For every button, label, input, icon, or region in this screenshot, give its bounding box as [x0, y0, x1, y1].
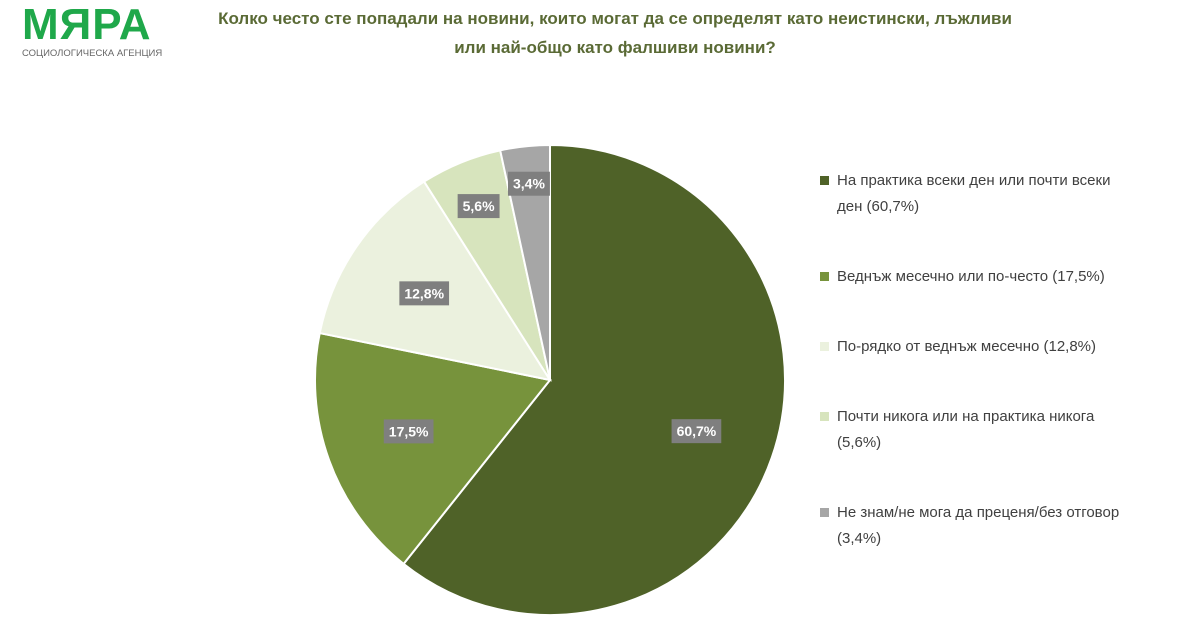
pie-slice [318, 180, 553, 382]
pie-slice [498, 143, 551, 381]
legend-swatch [820, 508, 829, 517]
legend: На практика всеки ден или почти всеки де… [820, 168, 1120, 596]
legend-label: Почти никога или на практика никога (5,6… [837, 408, 1095, 451]
logo: МЯРА СОЦИОЛОГИЧЕСКА АГЕНЦИЯ [22, 2, 182, 60]
legend-item: Не знам/не мога да преценя/без отговор (… [820, 500, 1120, 552]
data-label-box [399, 281, 450, 306]
data-label: 5,6% [457, 194, 500, 219]
legend-label: На практика всеки ден или почти всеки де… [837, 172, 1111, 215]
legend-item: Веднъж месечно или по-често (17,5%) [820, 264, 1120, 290]
data-label-text: 3,4% [513, 176, 545, 192]
legend-swatch [820, 272, 829, 281]
legend-swatch [820, 342, 829, 351]
chart-title: Колко често сте попадали на новини, коит… [218, 9, 1012, 57]
data-label: 60,7% [671, 419, 722, 444]
data-label-text: 12,8% [404, 285, 444, 301]
data-label-box [457, 194, 500, 219]
data-label-text: 5,6% [463, 198, 495, 214]
data-label: 17,5% [383, 419, 434, 444]
logo-name: МЯРА [22, 0, 152, 49]
legend-label: Веднъж месечно или по-често (17,5%) [837, 268, 1105, 285]
data-label: 12,8% [399, 281, 450, 306]
data-label-text: 17,5% [389, 423, 429, 439]
legend-item: На практика всеки ден или почти всеки де… [820, 168, 1120, 220]
logo-subtitle: СОЦИОЛОГИЧЕСКА АГЕНЦИЯ [22, 48, 163, 59]
pie-slice [314, 331, 552, 566]
data-label-box [507, 171, 550, 196]
legend-swatch [820, 412, 829, 421]
legend-swatch [820, 176, 829, 185]
legend-item: По-рядко от веднъж месечно (12,8%) [820, 334, 1120, 360]
legend-label: По-рядко от веднъж месечно (12,8%) [837, 338, 1097, 355]
data-label: 3,4% [507, 171, 550, 196]
data-label-box [671, 419, 722, 444]
legend-label: Не знам/не мога да преценя/без отговор (… [837, 504, 1120, 547]
data-label-text: 60,7% [677, 423, 717, 439]
data-label-box [383, 419, 434, 444]
legend-item: Почти никога или на практика никога (5,6… [820, 404, 1120, 456]
pie-slice [402, 143, 786, 616]
